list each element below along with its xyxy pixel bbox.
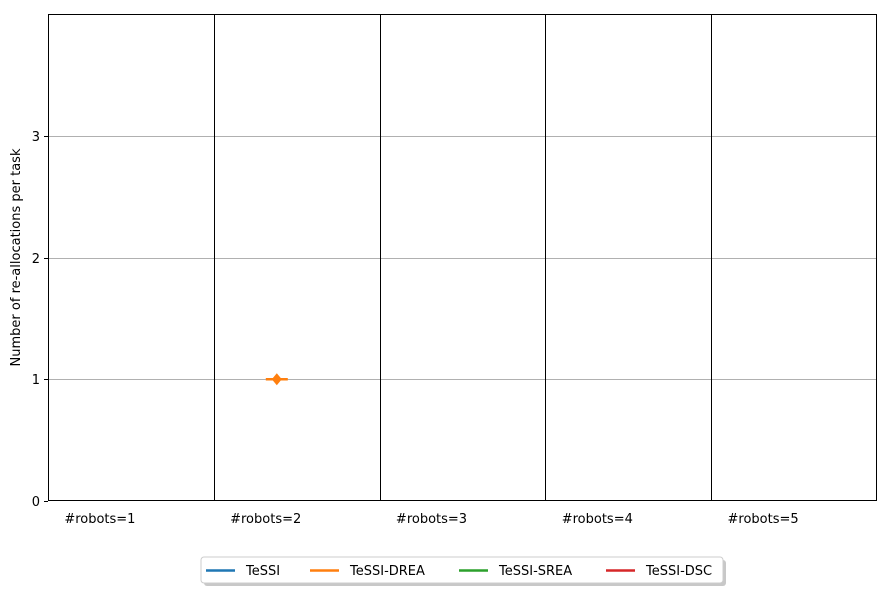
- legend-entry: TeSSI-DSC: [606, 564, 712, 579]
- group-label: #robots=2: [230, 512, 301, 527]
- group-label: #robots=1: [64, 512, 135, 527]
- plot-frame: [48, 14, 877, 501]
- y-tick-label: 1: [32, 373, 40, 388]
- data-point: [265, 373, 288, 386]
- group-dividers: [214, 14, 712, 501]
- legend-label: TeSSI-DREA: [349, 564, 425, 579]
- legend-label: TeSSI: [245, 564, 280, 579]
- y-axis-label: Number of re-allocations per task: [9, 148, 24, 366]
- y-tick-label: 3: [32, 130, 40, 145]
- x-axis-group-labels: #robots=1 #robots=2 #robots=3 #robots=4 #rob…: [64, 512, 798, 527]
- legend-entry: TeSSI: [206, 564, 280, 579]
- y-axis: 0 1 2 3: [32, 130, 48, 510]
- legend: TeSSI TeSSI-DREA TeSSI-SREA TeSSI-DSC: [200, 556, 726, 586]
- group-label: #robots=4: [562, 512, 633, 527]
- group-label: #robots=3: [396, 512, 467, 527]
- group-label: #robots=5: [728, 512, 799, 527]
- legend-entry: TeSSI-DREA: [310, 564, 425, 579]
- data-marks: [265, 373, 288, 386]
- legend-label: TeSSI-SREA: [498, 564, 572, 579]
- legend-entry: TeSSI-SREA: [459, 564, 572, 579]
- legend-label: TeSSI-DSC: [645, 564, 712, 579]
- y-tick-label: 0: [32, 495, 40, 510]
- grid-lines: [48, 136, 877, 380]
- y-tick-label: 2: [32, 252, 40, 267]
